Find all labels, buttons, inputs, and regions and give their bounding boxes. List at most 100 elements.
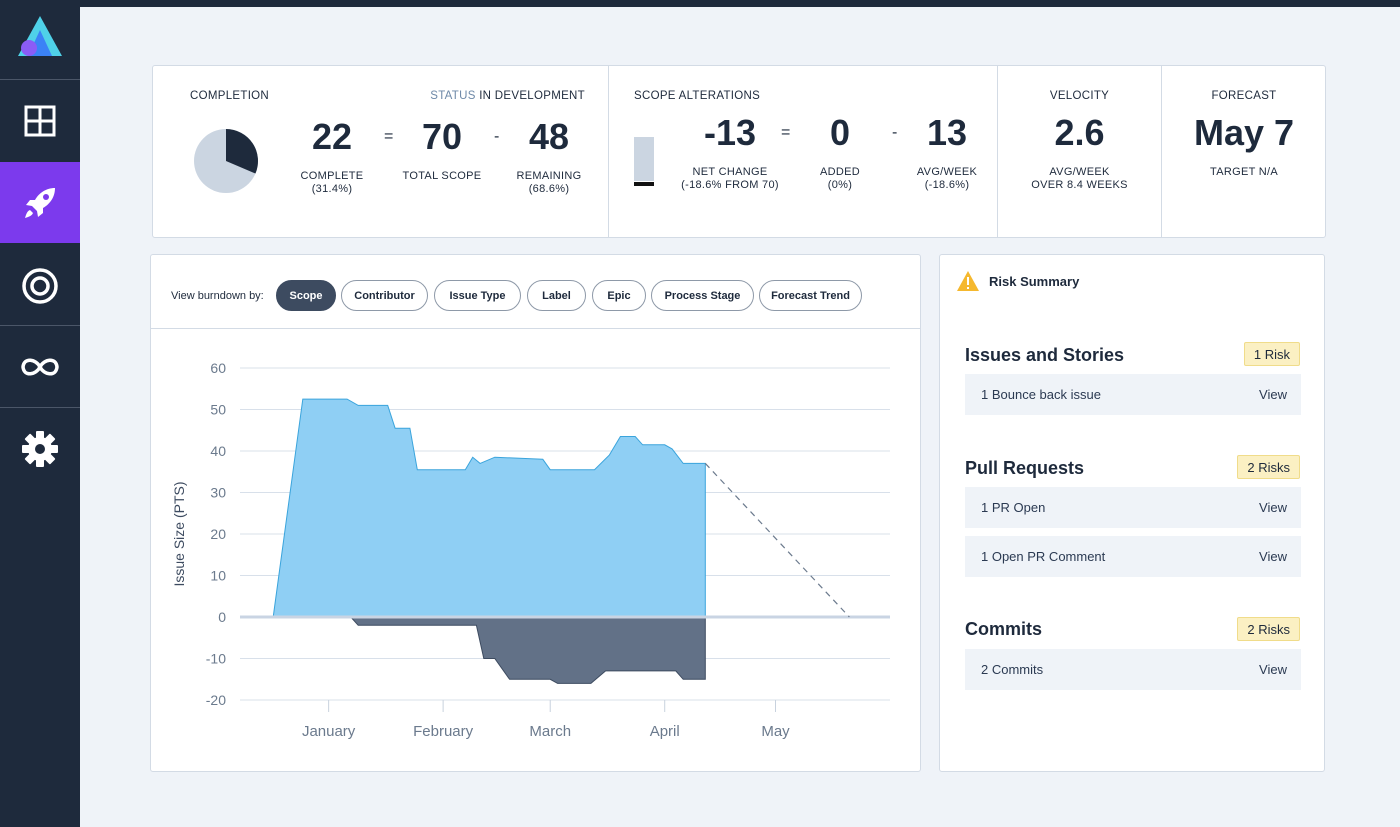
complete-label: COMPLETE — [300, 170, 364, 182]
grid-icon — [24, 105, 56, 136]
sidebar-item-rocket[interactable] — [0, 162, 80, 243]
pill-contributor[interactable]: Contributor — [341, 280, 428, 311]
sidebar-item-loop[interactable] — [0, 326, 80, 407]
risk-row-text: 1 PR Open — [981, 500, 1046, 515]
risk-row: 2 Commits View — [965, 649, 1301, 690]
complete-value: 22 — [311, 116, 353, 157]
risk-row-text: 2 Commits — [981, 662, 1044, 677]
velocity-value: 2.6 — [1054, 112, 1105, 153]
view-link[interactable]: View — [1259, 500, 1287, 515]
commits-risk-badge: 2 Risks — [1237, 617, 1300, 641]
status-label: STATUS — [430, 90, 476, 102]
target-icon — [22, 267, 58, 304]
pill-process-stage[interactable]: Process Stage — [651, 280, 754, 311]
divider — [997, 66, 998, 237]
rocket-icon — [25, 187, 55, 218]
sidebar-item-settings[interactable] — [0, 408, 80, 489]
y-tick-label: 20 — [210, 526, 226, 542]
remaining-value: 48 — [528, 116, 570, 157]
velocity-sub2: OVER 8.4 WEEKS — [1031, 179, 1128, 191]
scope-area — [272, 398, 706, 618]
avg-week-sub: (-18.6%) — [924, 179, 970, 191]
top-bar — [80, 0, 1400, 7]
infinity-icon — [21, 358, 59, 375]
equals-sign: = — [384, 128, 394, 145]
scope-bar — [634, 137, 654, 181]
forecast-line — [704, 463, 850, 618]
section-issues-title: Issues and Stories — [965, 345, 1125, 365]
minus-sign: - — [892, 124, 898, 141]
complete-pct: (31.4%) — [311, 183, 353, 195]
burndown-panel: View burndown by: Scope Contributor Issu… — [150, 254, 921, 772]
scope-bar-base — [634, 182, 654, 186]
issues-risk-badge: 1 Risk — [1243, 342, 1300, 366]
forecast-label: FORECAST — [1211, 90, 1277, 102]
risk-row: 1 Bounce back issue View — [965, 374, 1301, 415]
burndown-chart: 60 50 40 30 20 10 0 -10 -20 January February March A… — [171, 360, 890, 740]
y-tick-label: 0 — [218, 609, 226, 625]
remaining-pct: (68.6%) — [528, 183, 570, 195]
risk-row-text: 1 Bounce back issue — [981, 387, 1101, 402]
y-tick-label: 40 — [210, 443, 226, 459]
risk-row-text: 1 Open PR Comment — [981, 549, 1106, 564]
total-value: 70 — [421, 116, 463, 157]
section-pull-requests-title: Pull Requests — [965, 458, 1085, 478]
y-tick-label: 50 — [210, 402, 226, 418]
added-label: ADDED — [819, 166, 860, 178]
view-burndown-label: View burndown by: — [171, 290, 264, 302]
pill-epic[interactable]: Epic — [592, 280, 646, 311]
pill-forecast-trend[interactable]: Forecast Trend — [759, 280, 862, 311]
velocity-label: VELOCITY — [1049, 90, 1110, 102]
x-tick-label: May — [761, 723, 790, 740]
sidebar-divider — [0, 325, 80, 326]
removed-area — [349, 616, 706, 684]
net-change-value: -13 — [703, 112, 757, 153]
avg-week-value: 13 — [926, 112, 968, 153]
pill-label[interactable]: Label — [527, 280, 586, 311]
x-tick-label: January — [302, 723, 356, 740]
sidebar-divider — [0, 407, 80, 408]
remaining-label: REMAINING — [516, 170, 582, 182]
y-tick-label: -10 — [206, 651, 226, 667]
forecast-value: May 7 — [1193, 112, 1295, 153]
sidebar-divider — [0, 79, 80, 80]
equals-sign: = — [781, 124, 791, 141]
net-change-label: NET CHANGE — [692, 166, 768, 178]
pie-complete — [226, 129, 259, 174]
pill-scope[interactable]: Scope — [276, 280, 336, 311]
x-tick-label: February — [413, 723, 474, 740]
sidebar-item-dashboard[interactable] — [0, 80, 80, 161]
status-value: IN DEVELOPMENT — [479, 90, 585, 102]
y-tick-label: 60 — [210, 360, 226, 376]
sidebar-item-target[interactable] — [0, 245, 80, 326]
net-change-sub: (-18.6% FROM 70) — [681, 179, 779, 191]
y-tick-label: 10 — [210, 568, 226, 584]
pill-issue-type[interactable]: Issue Type — [434, 280, 521, 311]
stats-panel: COMPLETION STATUS IN DEVELOPMENT 22 COMP… — [152, 65, 1326, 238]
view-link[interactable]: View — [1259, 549, 1287, 564]
y-axis-label: Issue Size (PTS) — [171, 481, 187, 586]
x-tick-label: April — [650, 723, 680, 740]
y-tick-label: -20 — [206, 692, 226, 708]
warning-icon — [957, 271, 979, 291]
completion-label: COMPLETION — [190, 90, 270, 102]
risk-summary-title: Risk Summary — [989, 274, 1080, 289]
completion-pie — [194, 129, 259, 193]
forecast-sub: TARGET N/A — [1210, 166, 1278, 178]
scope-label: SCOPE ALTERATIONS — [634, 90, 761, 102]
gear-icon — [22, 430, 58, 467]
divider — [608, 66, 609, 237]
velocity-sub: AVG/WEEK — [1049, 166, 1110, 178]
y-tick-label: 30 — [210, 485, 226, 501]
x-tick-label: March — [529, 723, 571, 740]
burndown-header: View burndown by: Scope Contributor Issu… — [151, 255, 920, 329]
app-logo[interactable] — [0, 0, 80, 80]
view-link[interactable]: View — [1259, 662, 1287, 677]
risk-row: 1 Open PR Comment View — [965, 536, 1301, 577]
risk-row: 1 PR Open View — [965, 487, 1301, 528]
pull-requests-risk-badge: 2 Risks — [1237, 455, 1300, 479]
added-sub: (0%) — [827, 179, 853, 191]
added-value: 0 — [829, 112, 851, 153]
status-text: STATUS IN DEVELOPMENT — [430, 90, 585, 102]
view-link[interactable]: View — [1259, 387, 1287, 402]
